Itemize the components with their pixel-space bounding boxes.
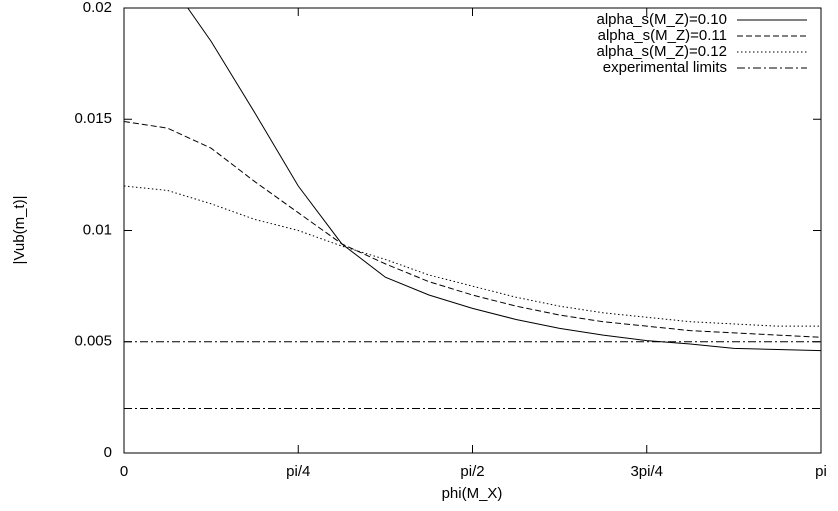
series-line	[187, 8, 821, 352]
y-axis-label: |Vub(m_t)|	[11, 196, 28, 265]
y-tick-label: 0.02	[83, 0, 112, 16]
x-tick-label: 0	[120, 463, 128, 480]
y-tick-label: 0	[104, 444, 112, 461]
y-tick-label: 0.005	[74, 333, 112, 350]
y-tick-label: 0.01	[83, 221, 112, 238]
x-tick-label: pi	[815, 463, 827, 480]
x-tick-label: pi/2	[460, 463, 484, 480]
series-line	[124, 120, 821, 338]
y-tick-label: 0.015	[74, 110, 112, 127]
series-line	[124, 185, 821, 327]
x-axis-label: phi(M_X)	[442, 485, 503, 502]
legend-label: alpha_s(M_Z)=0.10	[597, 11, 728, 28]
x-tick-label: pi/4	[286, 463, 310, 480]
legend-label: experimental limits	[603, 59, 727, 76]
plot-area	[124, 8, 821, 409]
legend-label: alpha_s(M_Z)=0.11	[598, 27, 727, 44]
x-tick-label: 3pi/4	[630, 463, 663, 480]
legend-label: alpha_s(M_Z)=0.12	[597, 43, 728, 60]
